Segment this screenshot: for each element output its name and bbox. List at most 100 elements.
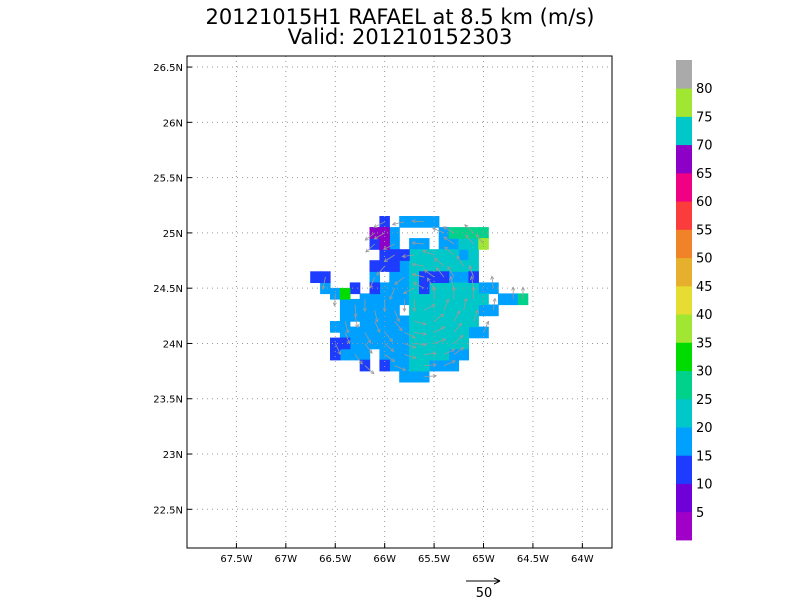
wind-vector <box>427 277 435 289</box>
wind-vector <box>364 332 372 344</box>
speed-cell <box>409 282 420 295</box>
wind-vector <box>453 347 464 355</box>
wind-vector <box>334 293 336 306</box>
wind-vector <box>443 236 455 245</box>
wind-vector-head <box>492 297 497 302</box>
wind-vector <box>402 254 415 257</box>
speed-cell <box>507 293 519 306</box>
wind-vector <box>384 354 395 362</box>
wind-vector <box>394 276 405 285</box>
wind-vector <box>414 320 427 325</box>
wind-vector-head <box>435 267 440 272</box>
colorbar-segment <box>676 314 692 343</box>
speed-cell <box>399 216 410 228</box>
wind-vector <box>433 338 446 344</box>
speed-cell <box>359 348 371 361</box>
wind-vector-head <box>346 340 351 345</box>
wind-vector <box>412 273 425 278</box>
wind-vector <box>373 221 385 228</box>
wind-vector-head <box>365 248 370 253</box>
colorbar-segment <box>676 342 692 371</box>
wind-vector <box>434 258 445 267</box>
wind-vector <box>344 321 349 334</box>
speed-cell <box>438 282 450 295</box>
wind-vector-head <box>321 285 326 290</box>
wind-vector-head <box>431 304 436 309</box>
wind-vector-head <box>422 321 427 326</box>
speed-cell <box>379 282 390 295</box>
wind-vector-head <box>364 236 369 241</box>
wind-vector-head <box>432 362 438 367</box>
wind-vector-head <box>444 246 449 251</box>
wind-vector-head <box>391 221 397 226</box>
wind-vector-head <box>337 350 341 356</box>
wind-vector-head <box>460 347 465 351</box>
wind-vector <box>354 304 357 317</box>
wind-vector <box>403 287 415 294</box>
speed-cell <box>349 282 361 295</box>
wind-vector-head <box>441 326 446 331</box>
speed-cell <box>419 282 430 295</box>
speed-cell <box>438 359 450 372</box>
speed-cell <box>438 271 450 283</box>
wind-vector <box>394 365 406 371</box>
wind-vector-head <box>383 246 388 250</box>
x-tick-label: 65.5W <box>418 554 450 565</box>
speed-cell <box>448 315 460 328</box>
wind-vector <box>413 282 425 289</box>
wind-vector-head <box>402 290 408 295</box>
speed-cell <box>419 271 430 283</box>
wind-vector-head <box>402 367 407 371</box>
y-tick-label: 25N <box>163 229 183 240</box>
speed-cell <box>458 293 469 306</box>
wind-vector <box>447 266 455 278</box>
speed-cell <box>468 271 479 283</box>
speed-cell <box>330 348 341 361</box>
speed-cell <box>419 260 430 272</box>
speed-cell <box>478 282 489 295</box>
wind-vector <box>412 242 425 245</box>
colorbar-segment <box>676 483 692 513</box>
y-tick-label: 24N <box>163 339 183 350</box>
speed-cell <box>458 238 469 250</box>
wind-vector-head <box>412 355 417 360</box>
wind-vector-head <box>376 271 381 276</box>
wind-vector <box>322 277 326 289</box>
speed-cell <box>419 238 430 250</box>
speed-cell <box>428 271 440 283</box>
speed-cell <box>468 227 479 239</box>
speed-cell <box>468 293 479 306</box>
speed-cell <box>458 227 469 239</box>
wind-vector <box>364 365 375 374</box>
colorbar-segment <box>676 116 692 146</box>
colorbar-segment <box>676 398 692 428</box>
wind-vector-head <box>411 334 416 339</box>
wind-vector-head <box>456 255 461 260</box>
wind-vector <box>471 276 474 289</box>
wind-vector <box>389 288 395 300</box>
speed-cell <box>438 348 450 361</box>
speed-cell <box>448 359 460 372</box>
y-tick-label: 25.5N <box>153 174 183 185</box>
wind-vector <box>424 364 437 366</box>
speed-cell <box>438 249 450 261</box>
wind-vector-head <box>373 224 378 228</box>
wind-vector <box>453 323 463 333</box>
speed-cell <box>399 260 410 272</box>
speed-cell <box>419 216 430 228</box>
speed-cell <box>409 359 420 372</box>
graticule-grid <box>187 56 612 548</box>
wind-vector <box>424 375 437 377</box>
speed-cell <box>419 249 430 261</box>
wind-vector <box>404 343 416 349</box>
colorbar-segment <box>676 257 692 287</box>
speed-cell <box>379 238 390 250</box>
x-tick-label: 67W <box>275 554 298 565</box>
speed-cell <box>379 249 390 261</box>
wind-vector-head <box>442 226 448 231</box>
wind-vector <box>384 254 395 262</box>
wind-vector <box>334 343 341 355</box>
colorbar-segment <box>676 285 692 315</box>
wind-vector <box>436 267 445 278</box>
